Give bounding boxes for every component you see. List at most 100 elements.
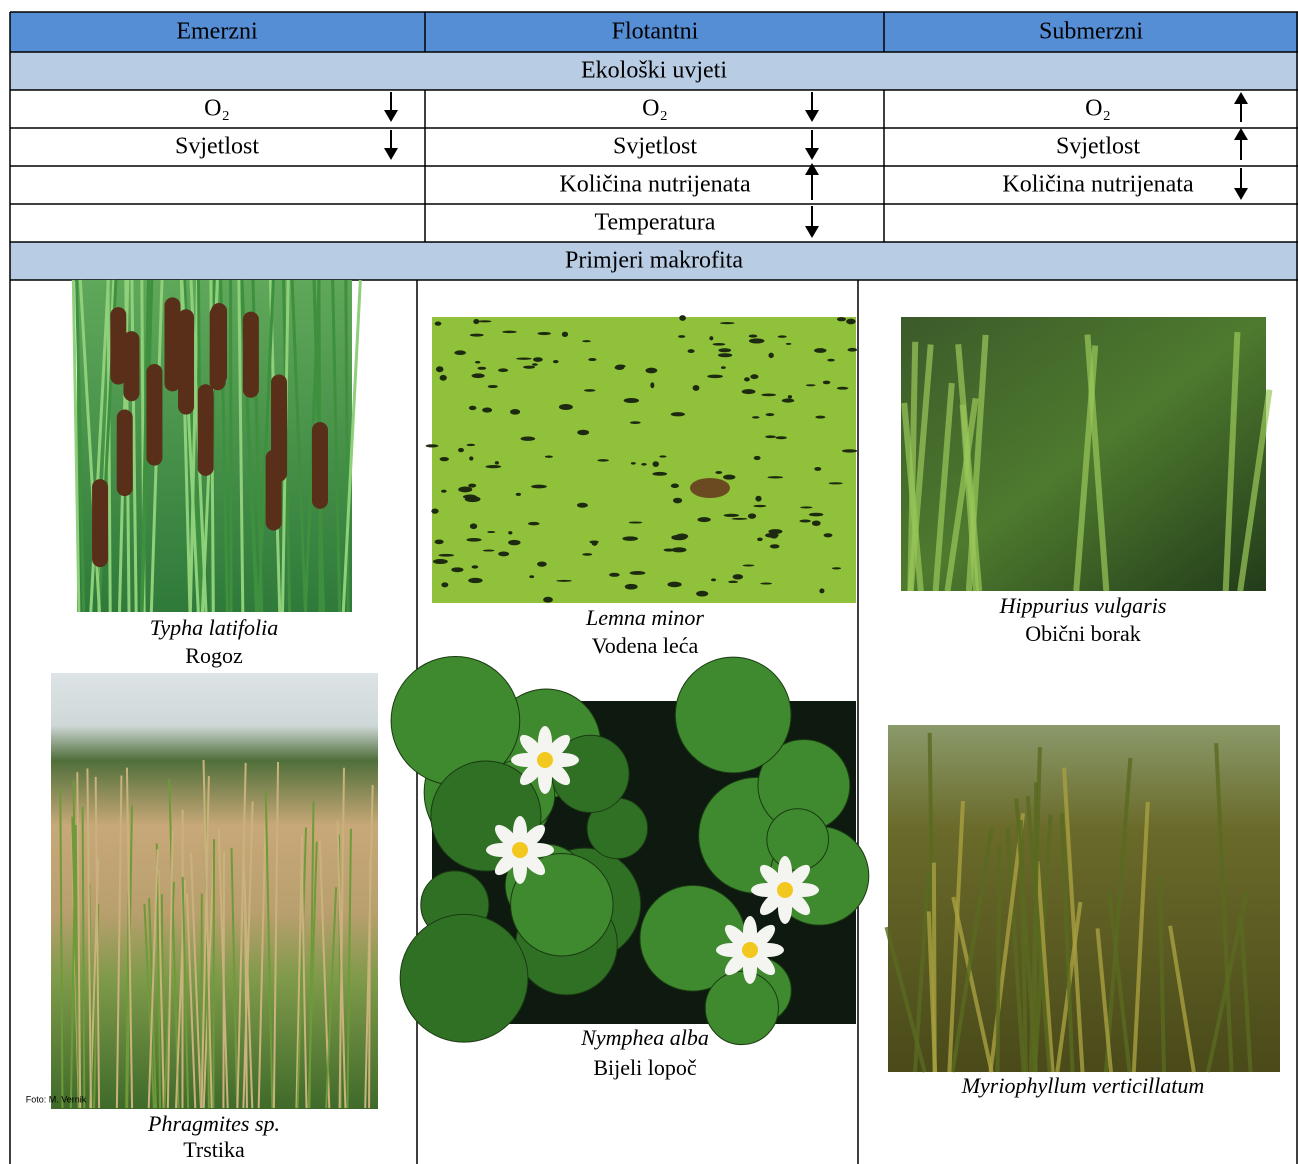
gap [597,459,609,462]
petal [519,734,545,760]
gap [589,540,599,544]
gap [841,449,858,453]
gap [723,513,739,517]
gap [468,483,477,488]
stem [1103,757,1133,1073]
gap [641,462,647,466]
leaf [344,279,350,613]
cattail [164,297,181,392]
cattail [178,309,195,415]
gap [712,342,726,346]
latin-name: Typha latifolia [150,615,279,640]
reed [166,829,174,1109]
gap [799,519,811,523]
reed [242,854,254,1109]
photo [888,725,1280,1072]
gap [815,415,826,419]
reed [364,785,374,1109]
stem [1214,743,1234,1073]
reed [296,827,308,1109]
gap [502,330,517,334]
stem [995,846,1002,1073]
cattail [197,384,214,476]
leaf [257,279,275,613]
flower-center [512,842,528,858]
gap [537,331,551,336]
arrows [384,92,1248,238]
gap [477,320,492,323]
condition: O₂ [1085,96,1111,122]
gap [482,549,495,552]
gap [679,315,686,321]
gap [544,455,553,458]
cattail [116,409,133,497]
latin-name: Lemna minor [585,605,704,630]
gap [622,536,638,541]
gap [687,349,695,354]
arrow-head [1234,188,1248,200]
reed [264,789,274,1109]
gap [588,358,597,362]
leaf [331,279,342,613]
stem [1095,928,1113,1073]
gap [823,533,833,538]
gap [753,455,761,461]
arrow-head [384,110,398,122]
stem [1062,767,1085,1073]
gap [556,579,572,582]
gap [629,571,646,575]
gap [768,352,774,359]
gap [474,360,481,364]
stem [1237,389,1273,592]
common-name: Trstika [183,1137,245,1162]
section-row [10,52,1298,90]
reed [76,772,82,1109]
gap [742,564,755,567]
gap [645,367,658,374]
pad [399,913,529,1043]
stem [1157,875,1166,1073]
cattail [311,422,328,509]
gap [431,508,439,514]
petal [759,890,785,916]
arrow-head [805,110,819,122]
gap [466,443,476,447]
cattail [110,307,127,385]
gap [748,338,765,344]
gap [498,551,510,557]
reed [336,820,347,1109]
gap [582,553,593,556]
condition: Svjetlost [613,134,697,160]
gap [527,521,540,526]
reed [86,768,92,1109]
gap [760,582,773,585]
gap [811,520,821,526]
gap [769,544,780,549]
gap [609,572,620,577]
pad [704,970,779,1046]
reed [168,779,180,1109]
gap [458,486,473,493]
stem [1025,796,1052,1073]
gap [462,494,477,499]
gap [696,590,709,597]
table-lines [9,11,1298,1164]
gap [747,513,757,519]
gap [543,596,553,603]
reed [202,759,213,1109]
latin-name: Phragmites sp. [147,1111,280,1136]
photo [432,317,856,603]
gap [765,435,776,439]
petal [545,760,571,786]
gap [468,577,483,584]
gap [469,333,484,337]
gap [576,502,588,508]
flower-center [742,942,758,958]
gap [770,534,778,539]
leaf [341,279,362,613]
gap [732,574,744,580]
condition: O₂ [642,96,668,122]
reed [143,903,155,1109]
leaf [106,279,112,613]
